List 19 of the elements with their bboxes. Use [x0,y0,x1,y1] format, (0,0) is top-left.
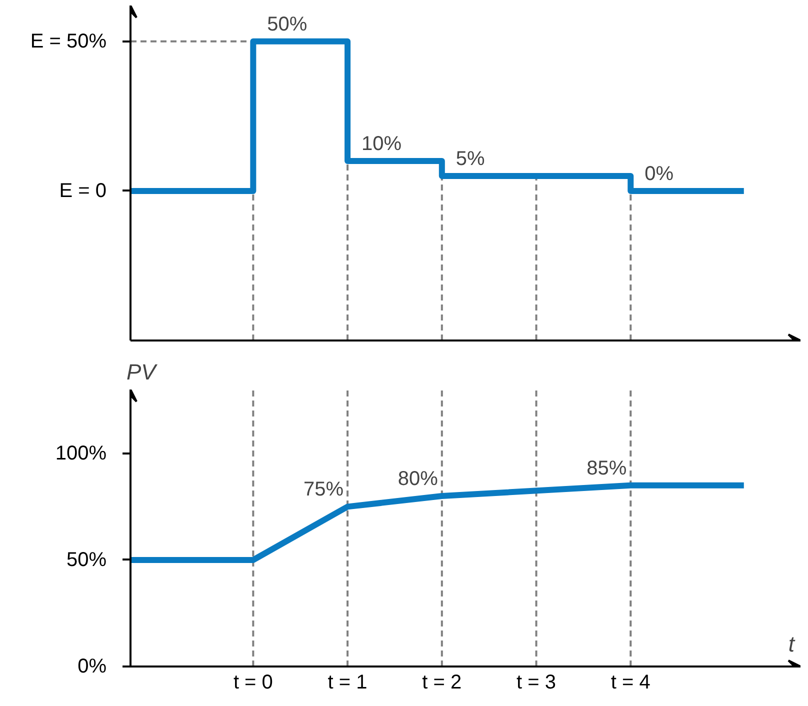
data-label: 10% [362,133,402,156]
data-label: 50% [267,13,308,36]
y-tick-label: E = 0 [59,180,107,202]
data-label: 0% [644,162,674,185]
data-label: 85% [586,457,627,480]
data-label: 5% [456,148,486,170]
x-tick-label: t = 1 [328,672,368,694]
x-tick-label: t = 3 [516,672,556,694]
y-tick-label: 0% [78,656,107,678]
y-tick-label: 50% [66,548,107,571]
y-tick-label: E = 50% [30,30,107,52]
x-tick-label: t = 4 [610,672,650,694]
y-tick-label: 100% [55,442,107,464]
data-label: 80% [398,468,438,490]
x-axis-title: t [788,632,796,656]
x-tick-label: t = 2 [422,672,462,694]
y-axis-title: PV [126,360,158,384]
data-label: 75% [304,478,344,501]
x-tick-label: t = 0 [233,672,273,694]
